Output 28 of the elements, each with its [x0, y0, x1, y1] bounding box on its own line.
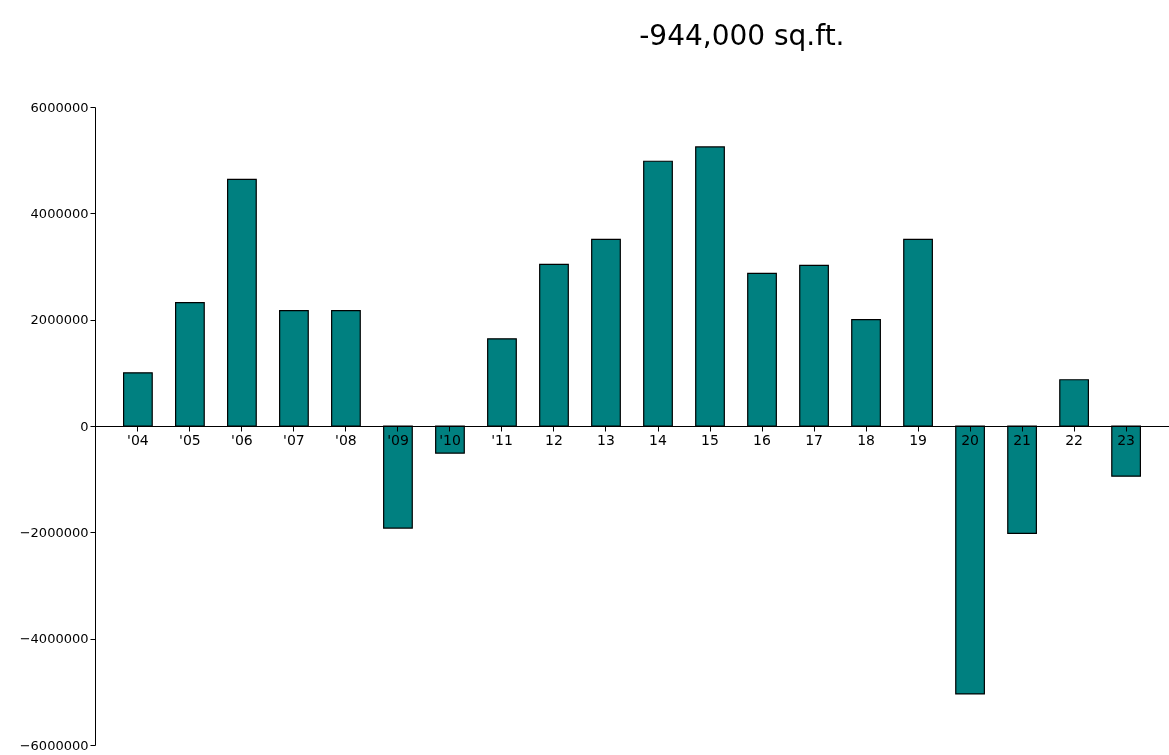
x-tick-label: 23	[1117, 431, 1136, 448]
y-tick-label: −6000000	[19, 737, 89, 753]
x-tick-label: '06	[231, 431, 253, 448]
x-tick-label: '07	[283, 431, 305, 448]
y-tick-label: 0	[80, 418, 89, 434]
text: -944,000 sq.ft.	[639, 19, 845, 52]
x-tick-label: 21	[1013, 431, 1031, 448]
x-tick-label: 15	[701, 431, 719, 448]
x-tick-label: 20	[961, 431, 979, 448]
x-tick-label: 22	[1065, 431, 1083, 448]
y-tick-label: −4000000	[19, 631, 89, 647]
x-tick-label: '09	[387, 431, 409, 448]
x-tick-label: 16	[753, 431, 772, 448]
x-tick-label: 17	[805, 431, 823, 448]
x-tick-label: 18	[857, 431, 875, 448]
y-tick-label: 2000000	[30, 312, 89, 328]
x-tick-label: 14	[649, 431, 667, 448]
y-tick-label: 6000000	[30, 99, 89, 115]
y-tick-label: 4000000	[30, 205, 89, 221]
x-tick-label: 12	[545, 431, 563, 448]
x-tick-label: '10	[439, 431, 461, 448]
x-tick-label: '05	[179, 431, 201, 448]
y-tick-label: −2000000	[19, 524, 89, 540]
x-tick-label: '11	[491, 431, 513, 448]
x-tick-label: '04	[127, 431, 149, 448]
x-tick-label: '08	[335, 431, 357, 448]
x-tick-label: 19	[909, 431, 927, 448]
x-tick-label: 13	[597, 431, 615, 448]
